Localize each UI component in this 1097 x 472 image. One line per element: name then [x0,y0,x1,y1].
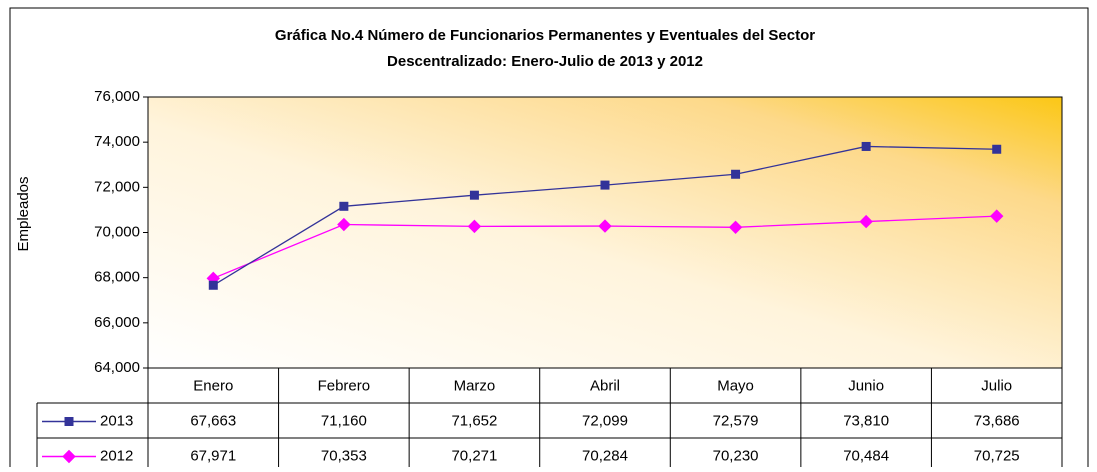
marker [992,144,1002,154]
x-tick-label: Julio [981,377,1012,394]
y-tick-label: 70,000 [94,223,140,240]
x-tick-label: Enero [193,377,233,394]
table-value: 71,652 [451,412,497,429]
table-value: 72,099 [582,412,628,429]
table-value: 73,686 [974,412,1020,429]
table-value: 70,230 [713,447,759,464]
y-tick-label: 76,000 [94,88,140,105]
table-value: 67,971 [190,447,236,464]
table-value: 72,579 [713,412,759,429]
y-tick-label: 72,000 [94,178,140,195]
legend-label: 2013 [100,412,133,429]
y-tick-label: 64,000 [94,359,140,376]
legend-marker [62,449,76,464]
table-value: 70,725 [974,447,1020,464]
table-value: 71,160 [321,412,367,429]
x-tick-label: Junio [848,377,884,394]
x-tick-label: Marzo [454,377,496,394]
marker [208,280,218,290]
table-value: 67,663 [190,412,236,429]
chart-title: Descentralizado: Enero-Julio de 2013 y 2… [387,53,703,70]
table-value: 70,271 [451,447,497,464]
table-value: 70,484 [843,447,889,464]
marker [469,190,479,200]
marker [337,217,351,232]
table-value: 70,284 [582,447,628,464]
table-value: 70,353 [321,447,367,464]
marker [598,219,612,233]
marker [861,141,871,151]
y-tick-label: 68,000 [94,269,140,286]
x-tick-label: Febrero [318,377,371,394]
y-tick-label: 66,000 [94,314,140,331]
marker [728,220,743,235]
marker [859,214,873,229]
chart-title: Gráfica No.4 Número de Funcionarios Perm… [275,27,815,44]
x-tick-label: Abril [590,377,620,394]
x-tick-label: Mayo [717,377,754,394]
marker [339,201,349,211]
marker [467,219,482,234]
marker [600,180,610,190]
marker [990,209,1004,223]
y-tick-label: 74,000 [94,133,140,150]
y-axis-label: Empleados [15,176,32,251]
table-value: 73,810 [843,412,889,429]
marker [731,169,741,179]
legend-label: 2012 [100,447,133,464]
legend-marker [64,417,74,426]
